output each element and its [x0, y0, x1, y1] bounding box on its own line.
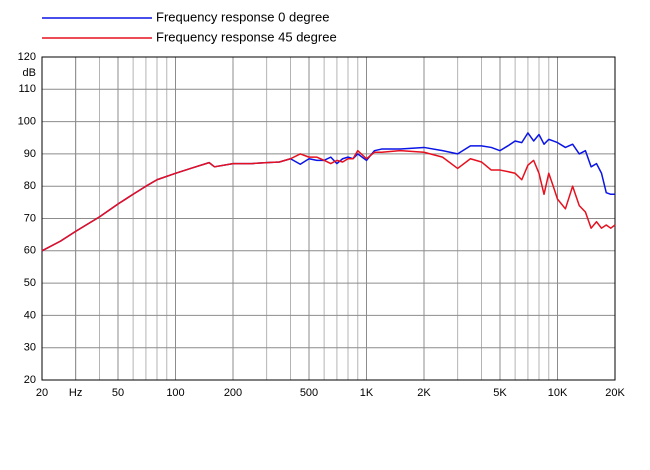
y-tick-label: 90 [24, 148, 36, 160]
x-tick-label: 200 [224, 387, 242, 399]
x-tick-label: 20 [36, 387, 48, 399]
y-tick-label: 30 [24, 342, 36, 354]
y-tick-label: 80 [24, 180, 36, 192]
y-tick-label: 100 [18, 116, 36, 128]
legend-text: Frequency response 45 degree [156, 29, 337, 44]
x-tick-label: 20K [605, 387, 625, 399]
y-tick-label: 50 [24, 277, 36, 289]
x-tick-label: 2K [417, 387, 431, 399]
series-line [41, 149, 616, 252]
x-tick-label: 10K [548, 387, 568, 399]
x-tick-label: 500 [300, 387, 318, 399]
y-tick-label: 20 [24, 374, 36, 386]
series-line [41, 132, 615, 252]
x-tick-label: 5K [493, 387, 507, 399]
y-tick-label: 70 [24, 212, 36, 224]
legend-text: Frequency response 0 degree [156, 9, 329, 24]
y-unit-label: dB [23, 67, 36, 79]
x-tick-label: Hz [69, 387, 82, 399]
x-tick-label: 1K [360, 387, 374, 399]
y-tick-label: 60 [24, 245, 36, 257]
y-tick-label: 40 [24, 309, 36, 321]
plot-frame [41, 56, 616, 381]
y-tick-label: 120 [18, 51, 36, 63]
y-tick-label: 110 [18, 83, 36, 95]
x-tick-label: 50 [112, 387, 124, 399]
x-tick-label: 100 [166, 387, 184, 399]
